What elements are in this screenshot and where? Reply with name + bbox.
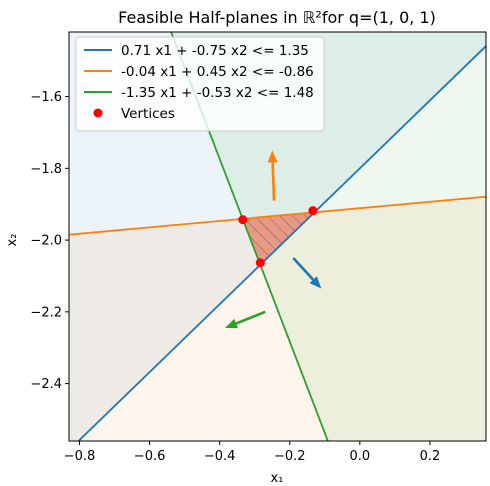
normal-arrow-1 [292,257,322,289]
y-axis-ticks: −2.4 −2.2 −2.0 −1.8 −1.6 [30,90,69,392]
constraint-lines [69,32,486,441]
x-tick-label: −0.6 [134,449,166,464]
half-plane-region-2 [69,196,486,441]
x-tick-label: 0.0 [350,449,371,464]
plot-frame [68,31,487,442]
normal-arrow-3 [224,310,266,329]
x-axis-ticks: −0.8 −0.6 −0.4 −0.2 0.0 0.2 [64,441,441,464]
legend-label-vertices: Vertices [121,106,175,122]
half-plane-region-3 [171,32,486,441]
y-tick-label: −2.0 [30,234,62,249]
x-tick-label: −0.4 [204,449,236,464]
legend-box [75,36,325,132]
constraint-line-1 [77,44,486,441]
x-tick-label: 0.2 [420,449,441,464]
normal-arrow-2 [267,150,278,201]
y-tick-label: −2.4 [30,377,62,392]
chart-title: Feasible Half-planes in ℝ²for q=(1, 0, 1… [118,8,436,27]
y-axis-label: x₂ [5,234,20,247]
y-tick-label: −1.6 [30,90,62,105]
vertex-point-1 [238,215,248,225]
normal-arrows [224,150,322,329]
constraint-line-2 [69,195,486,236]
vertex-points [238,206,318,268]
vertex-point-2 [308,206,318,216]
vertex-point-3 [255,258,265,268]
legend: 0.71 x1 + -0.75 x2 <= 1.35 -0.04 x1 + 0.4… [75,36,325,132]
constraint-line-3 [170,32,329,441]
legend-label-1: 0.71 x1 + -0.75 x2 <= 1.35 [121,43,309,59]
y-tick-label: −2.2 [30,305,62,320]
legend-swatch-vertices [93,108,103,118]
x-tick-label: −0.2 [274,449,306,464]
x-axis-label: x₁ [271,471,284,486]
legend-label-2: -0.04 x1 + 0.45 x2 <= -0.86 [121,64,314,80]
legend-label-3: -1.35 x1 + -0.53 x2 <= 1.48 [121,85,314,101]
x-tick-label: −0.8 [64,449,96,464]
y-tick-label: −1.8 [30,162,62,177]
